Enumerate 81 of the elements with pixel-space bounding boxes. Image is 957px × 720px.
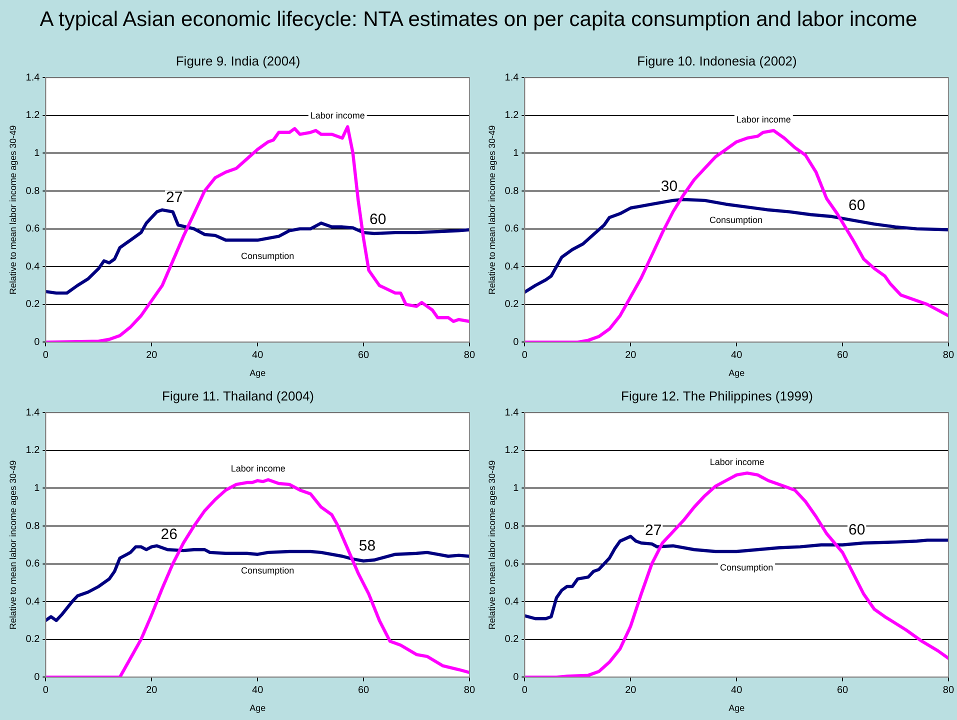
y-tick-label: 1.4 [26, 407, 40, 418]
chart-title: Figure 12. The Philippines (1999) [621, 388, 813, 404]
y-tick-label: 1 [34, 148, 40, 159]
series-label: Consumption [720, 562, 774, 572]
y-tick-label: 1.4 [26, 72, 40, 84]
series-label: Labor income [736, 114, 791, 125]
annotation: 60 [848, 197, 866, 214]
y-tick-label: 1 [513, 482, 520, 494]
x-tick-label: 0 [42, 350, 49, 361]
x-tick-label: 20 [146, 684, 158, 696]
series-label: Labor income [230, 464, 286, 474]
chart-title: Figure 9. India (2004) [176, 53, 300, 68]
x-axis-title: Age [250, 368, 266, 378]
y-tick-label: 0 [513, 672, 520, 683]
x-tick-label: 60 [836, 350, 849, 361]
y-tick-label: 0.4 [26, 596, 40, 608]
x-axis-title: Age [250, 703, 266, 714]
y-tick-label: 0.2 [26, 634, 40, 646]
y-tick-label: 1.4 [504, 407, 520, 418]
y-tick-label: 1.2 [504, 110, 520, 122]
x-tick-label: 0 [42, 684, 49, 696]
y-axis-title: Relative to mean labor income ages 30-49 [8, 125, 18, 294]
series-label: Labor income [710, 457, 764, 468]
y-tick-label: 1.4 [504, 72, 520, 84]
y-tick-label: 1.2 [504, 445, 520, 456]
y-tick-label: 1.2 [26, 110, 40, 122]
text: A typical Asian economic lifecycle: NTA estimates on per capita consumption and labor income [38, 8, 918, 32]
y-tick-label: 0.2 [504, 634, 520, 646]
annotation: 58 [358, 538, 376, 555]
x-tick-label: 40 [252, 684, 264, 696]
y-tick-label: 0.6 [504, 224, 520, 235]
y-tick-label: 0.8 [504, 186, 520, 197]
series-label: Consumption [241, 565, 294, 576]
x-axis-title: Age [728, 703, 745, 714]
annotation: 27 [166, 189, 183, 206]
y-tick-label: 1 [513, 148, 520, 159]
series-label: Consumption [709, 215, 762, 226]
x-tick-label: 60 [836, 684, 849, 696]
x-tick-label: 40 [731, 684, 743, 696]
chart-title: Figure 11. Thailand (2004) [162, 388, 314, 404]
annotation: 30 [660, 178, 678, 196]
x-tick-label: 20 [146, 350, 158, 361]
y-tick-label: 0 [513, 336, 520, 348]
chart-title: Figure 10. Indonesia (2002) [637, 53, 797, 68]
series-label: Labor income [310, 110, 365, 121]
y-tick-label: 0.4 [504, 261, 520, 272]
annotation: 27 [645, 522, 662, 539]
annotation: 26 [160, 526, 178, 543]
y-tick-label: 0.8 [26, 520, 40, 532]
y-axis-title: Relative to mean labor income ages 30-49 [486, 460, 497, 630]
x-tick-label: 20 [625, 350, 637, 361]
y-tick-label: 0 [34, 336, 40, 348]
x-tick-label: 80 [942, 684, 954, 696]
x-tick-label: 60 [358, 684, 370, 696]
x-tick-label: 80 [942, 350, 954, 361]
x-tick-label: 40 [731, 350, 743, 361]
y-tick-label: 0 [34, 672, 40, 683]
y-tick-label: 0.6 [26, 224, 40, 235]
series-label: Consumption [241, 251, 294, 262]
x-tick-label: 0 [522, 350, 528, 361]
x-tick-label: 80 [464, 350, 476, 361]
y-tick-label: 0.4 [26, 261, 40, 272]
x-tick-label: 40 [252, 350, 264, 361]
y-tick-label: 0.6 [26, 558, 40, 570]
y-tick-label: 0.4 [504, 596, 520, 608]
x-tick-label: 0 [522, 684, 528, 696]
annotation: 60 [370, 211, 386, 228]
y-tick-label: 0.6 [504, 558, 520, 570]
y-tick-label: 0.2 [504, 299, 520, 310]
y-tick-label: 1.2 [26, 445, 40, 456]
y-tick-label: 0.2 [26, 299, 40, 310]
y-tick-label: 1 [34, 482, 40, 494]
y-axis-title: Relative to mean labor income ages 30-49 [486, 125, 497, 294]
x-tick-label: 80 [464, 684, 476, 696]
y-tick-label: 0.8 [26, 186, 40, 197]
x-tick-label: 60 [358, 350, 370, 361]
x-tick-label: 20 [625, 684, 637, 696]
y-axis-title: Relative to mean labor income ages 30-49 [8, 460, 18, 630]
x-axis-title: Age [728, 368, 745, 378]
y-tick-label: 0.8 [504, 520, 520, 532]
annotation: 60 [848, 522, 866, 539]
